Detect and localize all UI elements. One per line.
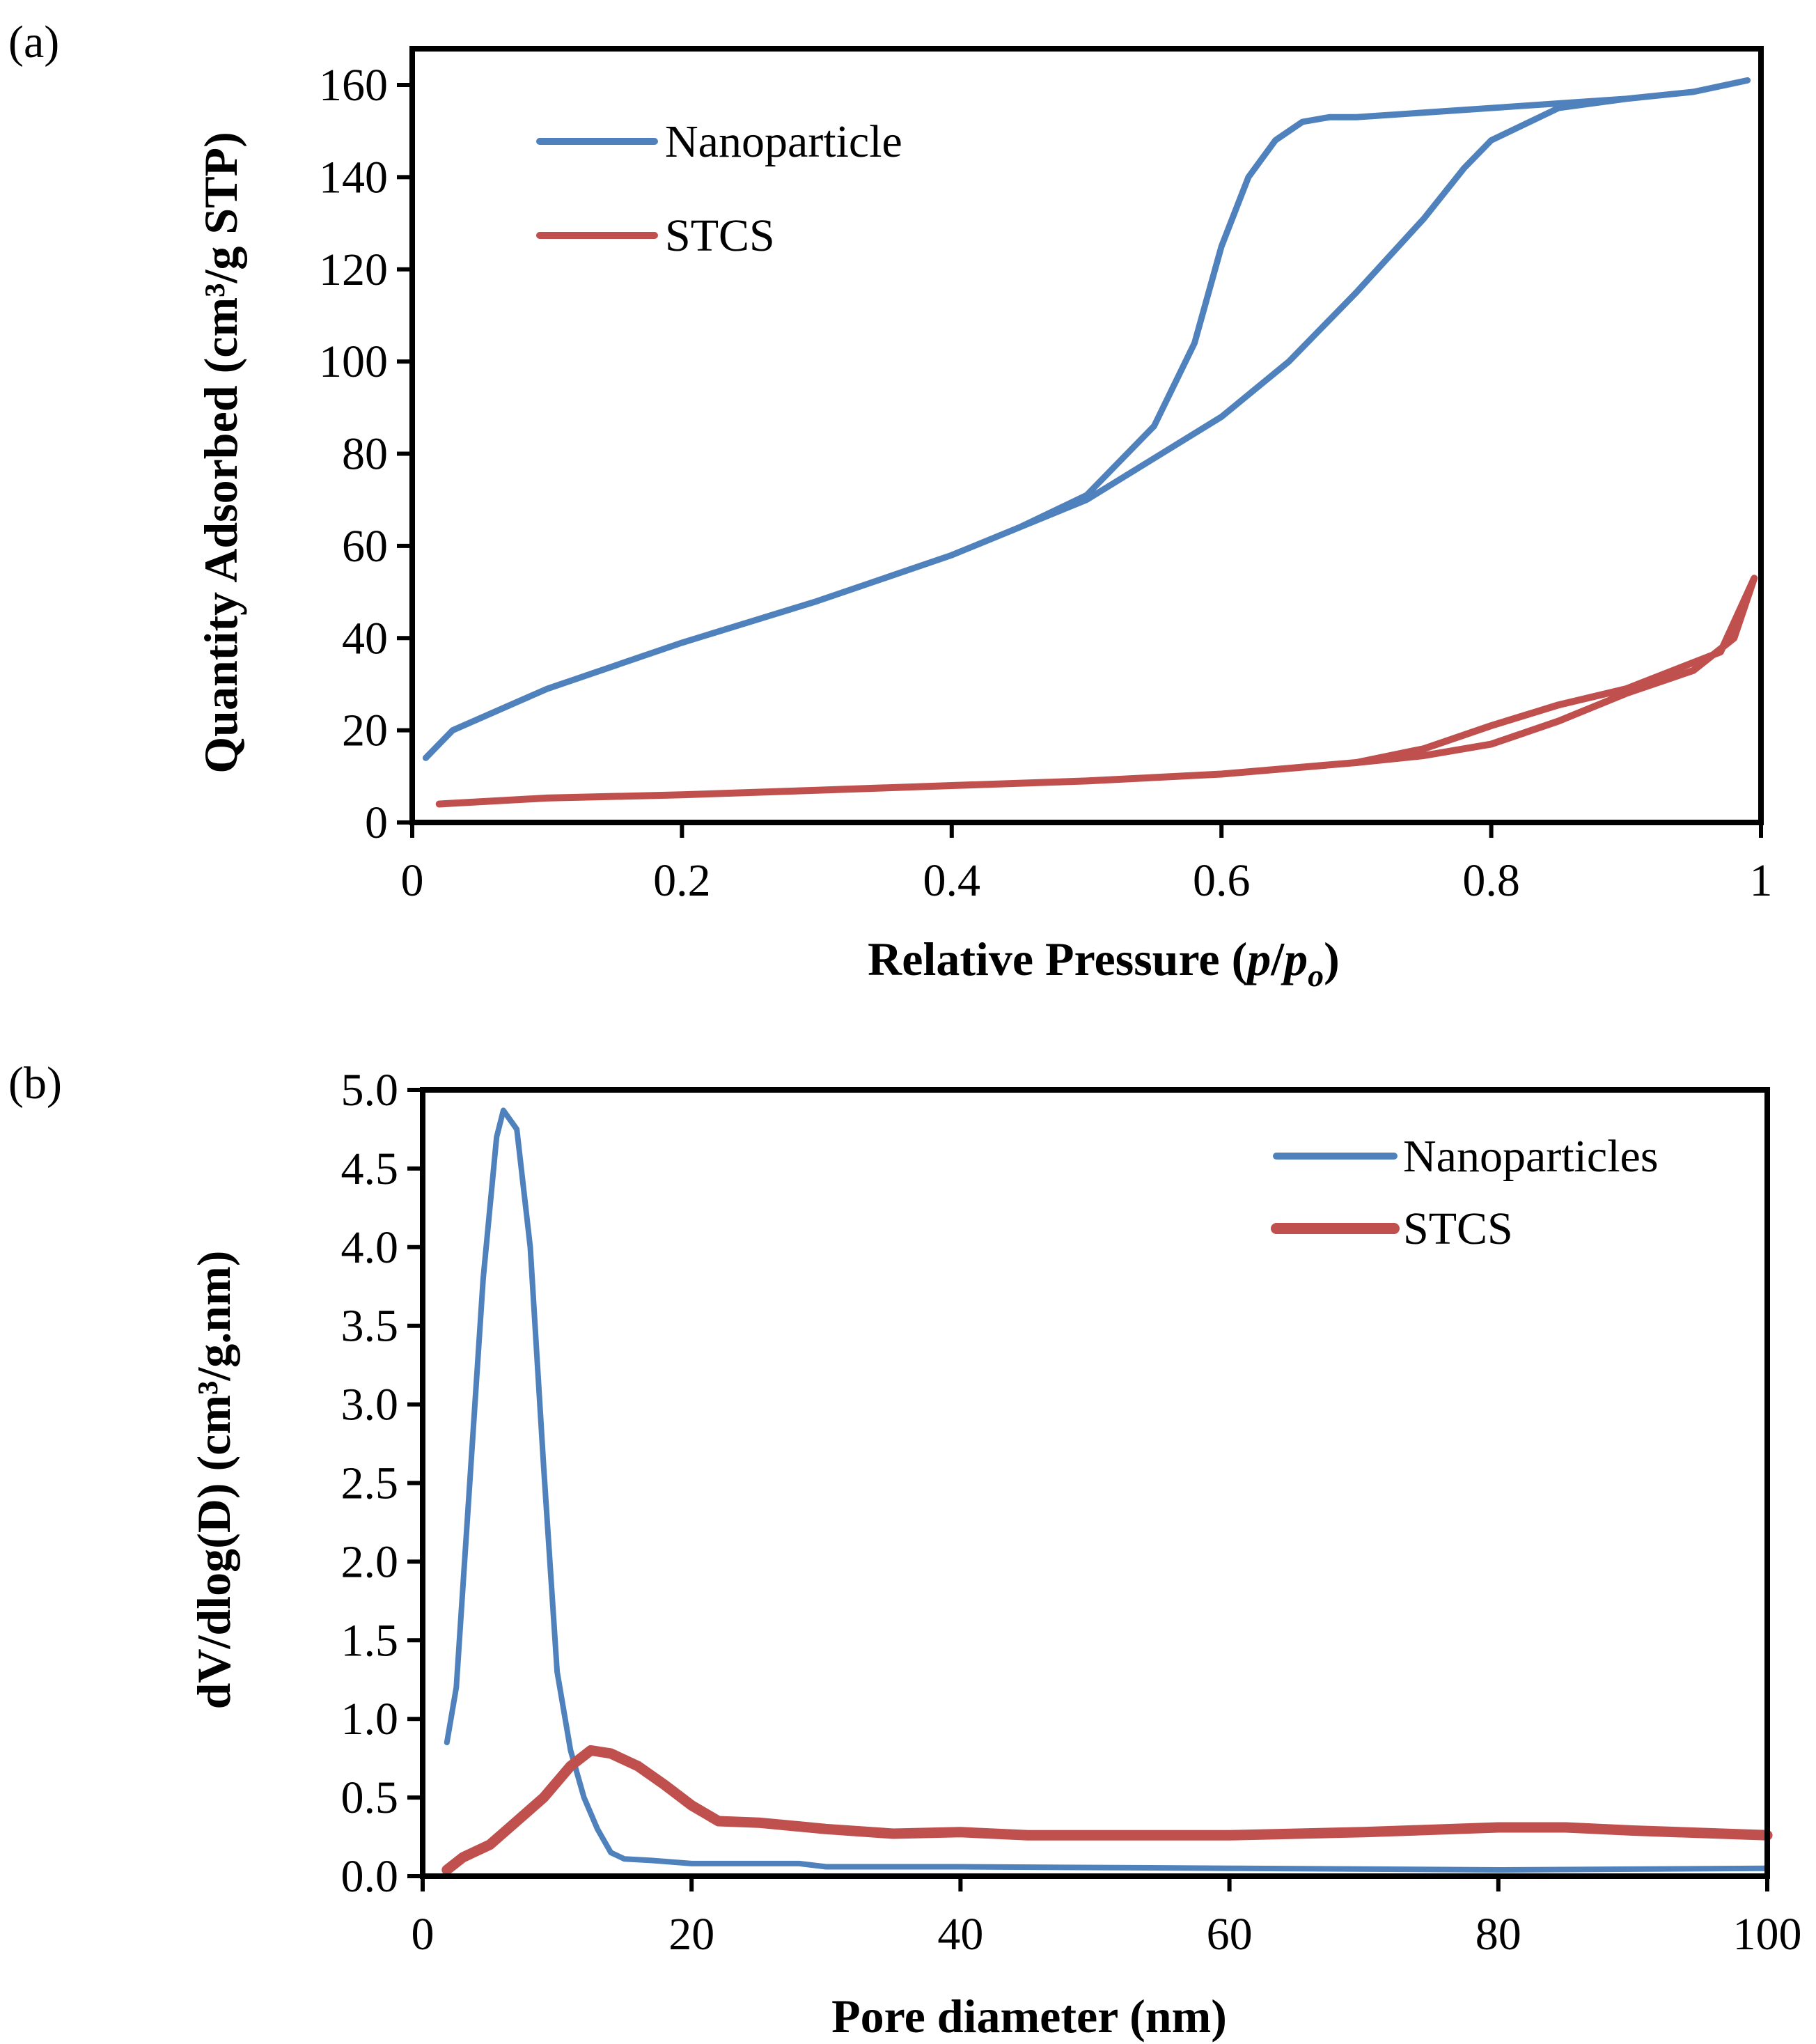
a-y-tick-label: 140: [319, 152, 388, 203]
b-y-tick-label: 3.0: [341, 1380, 399, 1430]
chart-b-pore-distribution: (b) 0.0 0.5 1.0 1.5 2.0 2.5 3.0 3.5 4.0 4.5 5.0 0 20…: [8, 1058, 1802, 2043]
b-y-tick-label: 2.0: [341, 1536, 399, 1587]
y-axis-label-a: Quantity Adsorbed (cm³/g STP): [194, 132, 247, 773]
b-y-tick-label: 0.5: [341, 1772, 399, 1823]
legend-label-nanoparticle: Nanoparticle: [665, 116, 902, 167]
b-series-nanoparticles: [444, 1107, 1770, 1873]
panel-label-b: (b): [8, 1058, 62, 1109]
y-axis-label-b: dV/dlog(D) (cm³/g.nm): [187, 1251, 240, 1710]
a-x-tick-label: 0.6: [1193, 855, 1251, 906]
b-y-tick-label: 1.0: [341, 1694, 399, 1745]
plot-frame-b: [420, 1087, 1770, 1879]
legend-label-stcs: STCS: [665, 210, 775, 261]
b-x-tick-label: 80: [1476, 1909, 1521, 1960]
a-series-nanoparticle: [422, 77, 1751, 761]
a-x-tick-label: 0: [401, 855, 424, 906]
b-y-tick-label: 5.0: [341, 1065, 399, 1116]
legend-label-nanoparticles: Nanoparticles: [1403, 1131, 1659, 1182]
a-x-tick-label: 0.8: [1462, 855, 1520, 906]
plot-frame-a: [409, 46, 1764, 825]
a-series-stcs: [435, 575, 1758, 808]
a-y-tick-label: 20: [342, 705, 388, 756]
a-y-tick-label: 160: [319, 60, 388, 111]
a-x-tick-label: 0.2: [653, 855, 711, 906]
a-x-tick-label: 1: [1750, 855, 1773, 906]
b-y-tick-label: 4.0: [341, 1222, 399, 1273]
a-y-tick-label: 120: [319, 244, 388, 295]
a-x-tick-label: 0.4: [923, 855, 981, 906]
legend-b: Nanoparticles STCS: [1271, 1131, 1659, 1254]
b-y-tick-label: 0.0: [341, 1851, 399, 1902]
b-x-tick-label: 100: [1733, 1909, 1802, 1960]
b-y-tick-label: 4.5: [341, 1144, 399, 1194]
a-y-tick-label: 40: [342, 613, 388, 664]
a-y-tick-label: 60: [342, 521, 388, 572]
b-x-tick-label: 60: [1207, 1909, 1253, 1960]
legend-a: Nanoparticle STCS: [536, 116, 902, 261]
b-x-tick-label: 40: [937, 1909, 983, 1960]
x-axis-label-a: Relative Pressure (p/po): [868, 933, 1340, 993]
b-y-tick-label: 3.5: [341, 1301, 399, 1352]
b-x-tick-label: 20: [668, 1909, 714, 1960]
a-y-tick-label: 100: [319, 336, 388, 387]
x-axis-label-b: Pore diameter (nm): [831, 1990, 1227, 2043]
b-x-tick-label: 0: [412, 1909, 435, 1960]
a-y-tick-label: 80: [342, 429, 388, 480]
legend-label-stcs-b: STCS: [1403, 1203, 1513, 1254]
panel-label-a: (a): [8, 17, 59, 68]
a-y-tick-label: 0: [365, 797, 388, 848]
b-y-tick-label: 2.5: [341, 1458, 399, 1509]
b-y-tick-label: 1.5: [341, 1615, 399, 1666]
b-series-stcs: [441, 1745, 1773, 1875]
